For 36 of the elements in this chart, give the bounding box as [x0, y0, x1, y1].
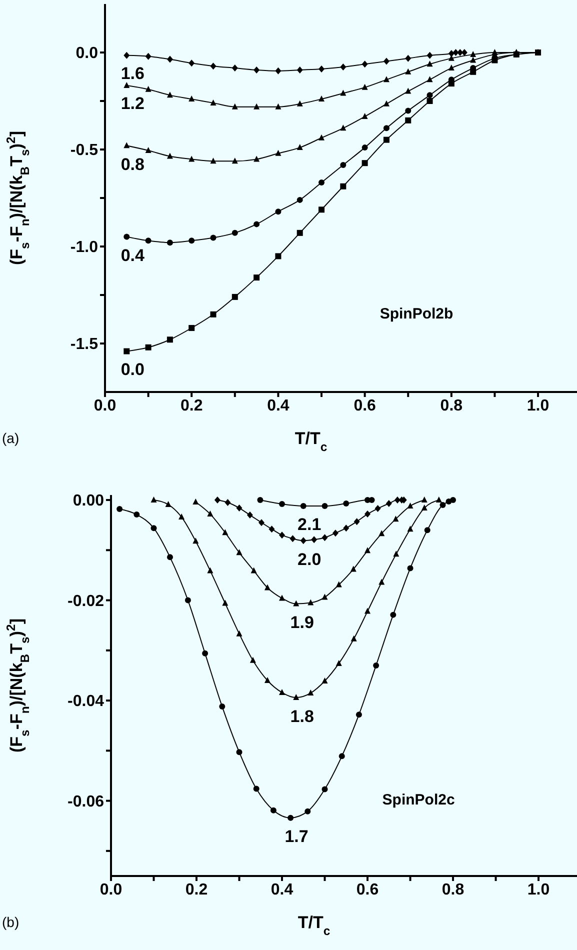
- annotation: SpinPol2b: [380, 306, 454, 323]
- x-axis-title: T/T$_{c}$: [298, 913, 330, 938]
- y-tick-label: -1.0: [70, 239, 98, 256]
- x-tick-label: 1.0: [526, 397, 550, 414]
- y-tick-label: 0.00: [72, 492, 104, 510]
- x-tick-label: 0.0: [100, 881, 122, 898]
- series-label: 0.4: [120, 246, 144, 266]
- x-tick-label: 0.8: [440, 397, 463, 414]
- y-tick-label: 0.0: [76, 45, 98, 62]
- x-tick-label: 0.8: [442, 881, 464, 898]
- x-tick-label: 0.6: [356, 881, 379, 898]
- series-label: 1.9: [290, 612, 314, 633]
- x-tick-label: 0.4: [270, 881, 294, 898]
- y-tick-label: -0.02: [68, 592, 104, 610]
- x-tick-label: 0.4: [267, 397, 290, 414]
- series-label: 2.0: [298, 550, 322, 570]
- series-label: 0.0: [120, 360, 144, 380]
- x-tick-label: 0.2: [180, 397, 203, 414]
- y-tick-label: -0.06: [68, 793, 104, 810]
- y-tick-label: -0.5: [70, 142, 98, 160]
- x-tick-label: 0.6: [354, 397, 376, 414]
- series-label: 1.7: [284, 826, 308, 847]
- x-tick-label: 0.0: [94, 397, 116, 414]
- series-label: 0.8: [120, 154, 144, 175]
- text: (a): [2, 430, 20, 446]
- text: (b): [2, 914, 20, 930]
- series-label: 1.8: [290, 706, 314, 727]
- x-axis-title: T/T$_{c}$: [294, 429, 328, 454]
- y-tick-label: -0.04: [68, 693, 104, 710]
- series-label: 2.1: [298, 515, 322, 536]
- x-tick-label: 0.2: [185, 881, 208, 898]
- series-label: 1.6: [120, 64, 144, 84]
- annotation: SpinPol2c: [382, 791, 455, 808]
- series-label: 1.2: [120, 94, 144, 114]
- x-tick-label: 1.0: [527, 881, 550, 898]
- y-tick-label: -1.5: [70, 336, 98, 354]
